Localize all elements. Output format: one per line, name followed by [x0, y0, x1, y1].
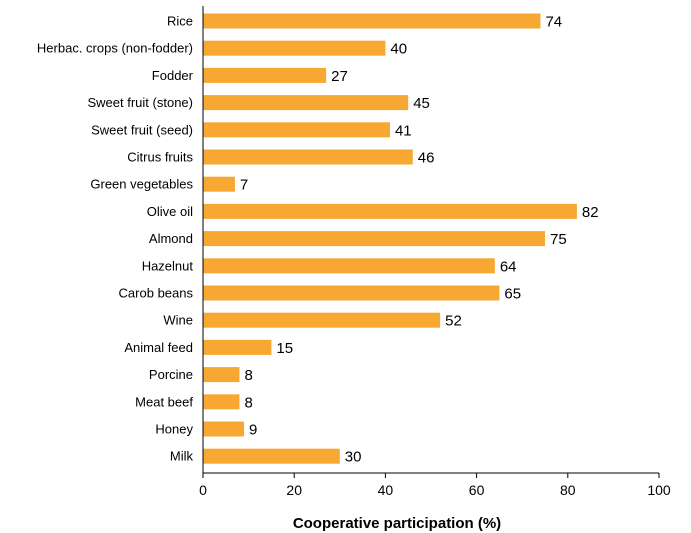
bar-12 — [203, 339, 272, 355]
bar-6 — [203, 176, 235, 192]
bar-2 — [203, 67, 327, 83]
bar-5 — [203, 149, 413, 165]
value-label-6: 7 — [240, 177, 248, 194]
bar-14 — [203, 394, 240, 410]
value-label-11: 52 — [445, 313, 462, 330]
value-label-12: 15 — [276, 340, 293, 357]
x-tick-label-1: 20 — [286, 482, 302, 498]
category-label-5: Citrus fruits — [127, 150, 193, 165]
bar-11 — [203, 312, 441, 328]
bar-13 — [203, 367, 240, 383]
x-tick-label-2: 40 — [378, 482, 394, 498]
value-label-0: 74 — [545, 14, 562, 31]
x-axis-title: Cooperative participation (%) — [293, 515, 501, 532]
value-label-5: 46 — [418, 150, 435, 167]
bars-layer — [203, 13, 577, 464]
x-tick-label-4: 80 — [560, 482, 576, 498]
value-label-15: 9 — [249, 422, 257, 439]
category-label-12: Animal feed — [124, 340, 193, 355]
category-label-9: Hazelnut — [142, 258, 194, 273]
x-axis: 0 20 40 60 80 100 — [199, 6, 671, 498]
labels-layer: Rice 74 Herbac. crops (non-fodder) 40 Fodder… — [37, 14, 599, 466]
category-label-6: Green vegetables — [90, 177, 193, 192]
value-label-9: 64 — [500, 258, 517, 275]
value-label-2: 27 — [331, 68, 348, 85]
value-label-13: 8 — [244, 367, 252, 384]
category-label-11: Wine — [163, 313, 193, 328]
category-label-4: Sweet fruit (seed) — [91, 122, 193, 137]
bar-15 — [203, 421, 245, 437]
bar-3 — [203, 95, 409, 111]
value-label-10: 65 — [504, 286, 521, 303]
bar-1 — [203, 40, 386, 56]
bar-0 — [203, 13, 541, 29]
bar-7 — [203, 203, 577, 219]
category-label-7: Olive oil — [147, 204, 193, 219]
category-label-2: Fodder — [152, 68, 194, 83]
bar-8 — [203, 231, 545, 247]
category-label-15: Honey — [155, 422, 193, 437]
bar-4 — [203, 122, 390, 138]
value-label-16: 30 — [345, 449, 362, 466]
category-label-1: Herbac. crops (non-fodder) — [37, 41, 193, 56]
x-tick-label-0: 0 — [199, 482, 207, 498]
category-label-8: Almond — [149, 231, 193, 246]
bar-16 — [203, 448, 340, 464]
x-tick-label-5: 100 — [647, 482, 671, 498]
category-label-14: Meat beef — [135, 394, 193, 409]
value-label-7: 82 — [582, 204, 599, 221]
value-label-3: 45 — [413, 95, 430, 112]
category-label-10: Carob beans — [119, 286, 194, 301]
category-label-13: Porcine — [149, 367, 193, 382]
value-label-4: 41 — [395, 122, 412, 139]
value-label-14: 8 — [244, 394, 252, 411]
category-label-16: Milk — [170, 449, 194, 464]
category-label-0: Rice — [167, 14, 193, 29]
value-label-8: 75 — [550, 231, 567, 248]
bar-10 — [203, 285, 500, 301]
category-label-3: Sweet fruit (stone) — [88, 95, 194, 110]
x-tick-label-3: 60 — [469, 482, 485, 498]
value-label-1: 40 — [390, 41, 407, 58]
bar-9 — [203, 258, 495, 274]
